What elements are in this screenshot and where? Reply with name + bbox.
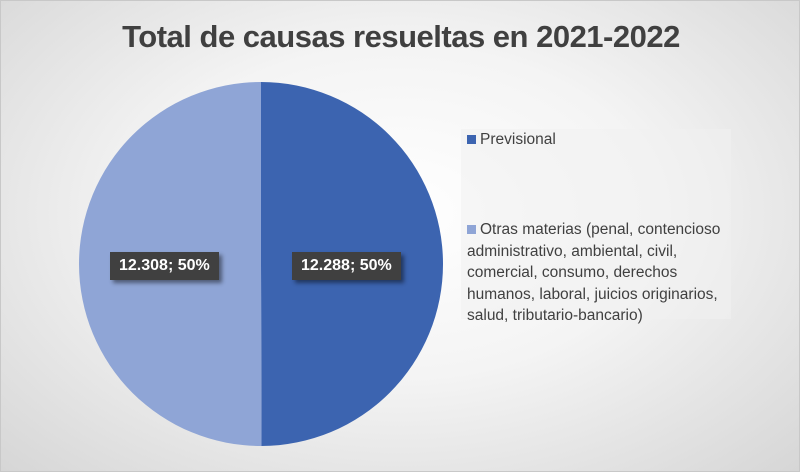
- data-label-previsional: 12.288; 50%: [292, 252, 401, 280]
- legend-label: Previsional: [480, 131, 556, 148]
- legend-swatch: [467, 135, 476, 144]
- legend: Previsional Otras materias (penal, conte…: [461, 129, 732, 324]
- chart-title: Total de causas resueltas en 2021-2022: [122, 19, 680, 54]
- legend-label: Otras materias (penal, contencioso admin…: [467, 221, 721, 324]
- legend-swatch: [467, 225, 476, 234]
- data-label-otras: 12.308; 50%: [110, 252, 219, 280]
- legend-item-otras: Otras materias (penal, contencioso admin…: [467, 219, 732, 327]
- legend-item-previsional: Previsional: [467, 129, 732, 151]
